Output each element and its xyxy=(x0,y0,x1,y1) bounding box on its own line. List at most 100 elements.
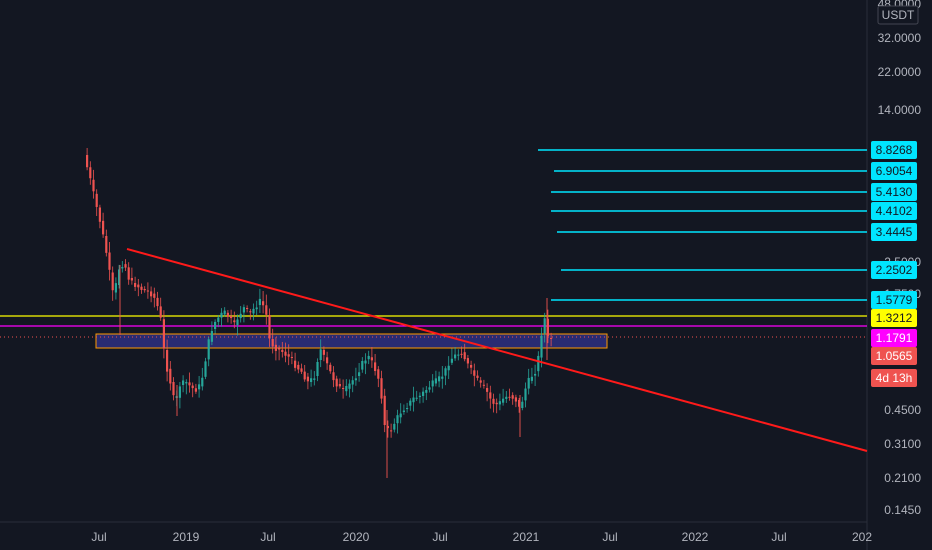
candle[interactable] xyxy=(402,404,405,415)
candle[interactable] xyxy=(220,308,223,327)
candle[interactable] xyxy=(348,379,351,398)
candle[interactable] xyxy=(412,386,415,412)
candle[interactable] xyxy=(345,379,348,396)
candle[interactable] xyxy=(495,398,498,414)
candle[interactable] xyxy=(105,229,108,257)
candle[interactable] xyxy=(146,282,149,299)
candle[interactable] xyxy=(281,341,284,358)
candle[interactable] xyxy=(530,367,533,384)
candle[interactable] xyxy=(338,378,341,389)
candle[interactable] xyxy=(178,382,181,409)
candle[interactable] xyxy=(351,376,354,393)
candle[interactable] xyxy=(255,300,258,315)
candle[interactable] xyxy=(108,242,111,281)
candle[interactable] xyxy=(223,307,226,317)
candle[interactable] xyxy=(156,291,159,311)
candle[interactable] xyxy=(364,353,367,375)
candle[interactable] xyxy=(262,291,265,314)
candle[interactable] xyxy=(217,314,220,328)
candle[interactable] xyxy=(511,392,514,405)
candle[interactable] xyxy=(438,371,441,388)
candle[interactable] xyxy=(460,346,463,359)
candle[interactable] xyxy=(329,362,332,374)
candle[interactable] xyxy=(150,286,153,303)
candle[interactable] xyxy=(162,310,165,359)
candle[interactable] xyxy=(367,350,370,365)
candle[interactable] xyxy=(518,397,521,413)
price-badge[interactable]: 1.3212 xyxy=(871,309,917,327)
candle[interactable] xyxy=(268,308,271,347)
candle[interactable] xyxy=(194,383,197,394)
candle[interactable] xyxy=(342,379,345,399)
candle[interactable] xyxy=(393,418,396,433)
candle[interactable] xyxy=(207,337,210,367)
candle[interactable] xyxy=(143,286,146,293)
candle[interactable] xyxy=(102,212,105,238)
candle[interactable] xyxy=(294,352,297,372)
candle[interactable] xyxy=(457,349,460,361)
price-badge[interactable]: 1.1791 xyxy=(871,329,917,347)
candle[interactable] xyxy=(284,342,287,363)
candle[interactable] xyxy=(473,363,476,387)
candle[interactable] xyxy=(124,259,127,271)
candle[interactable] xyxy=(390,423,393,438)
candle[interactable] xyxy=(396,409,399,434)
candle[interactable] xyxy=(489,385,492,409)
candle[interactable] xyxy=(127,262,130,285)
candle[interactable] xyxy=(92,169,95,199)
trendline[interactable] xyxy=(126,248,868,452)
candle[interactable] xyxy=(204,357,207,380)
candle[interactable] xyxy=(450,348,453,365)
candle[interactable] xyxy=(358,363,361,382)
candle[interactable] xyxy=(242,304,245,323)
price-badge[interactable]: 1.5779 xyxy=(871,291,917,309)
candle[interactable] xyxy=(166,339,169,382)
candle[interactable] xyxy=(498,393,501,411)
candle[interactable] xyxy=(265,294,268,325)
candle[interactable] xyxy=(434,370,437,387)
candle[interactable] xyxy=(550,332,553,347)
candle[interactable] xyxy=(287,344,290,366)
candle[interactable] xyxy=(191,382,194,398)
price-badge[interactable]: 4.4102 xyxy=(871,202,917,220)
candle[interactable] xyxy=(479,377,482,388)
candle[interactable] xyxy=(332,366,335,388)
candle[interactable] xyxy=(252,303,255,321)
candle[interactable] xyxy=(182,375,185,393)
candle[interactable] xyxy=(271,328,274,354)
candle[interactable] xyxy=(399,403,402,424)
candle[interactable] xyxy=(214,319,217,334)
candle[interactable] xyxy=(508,388,511,401)
price-badge[interactable]: 1.0565 xyxy=(871,347,917,365)
candle[interactable] xyxy=(236,314,239,336)
candle[interactable] xyxy=(377,366,380,388)
candle[interactable] xyxy=(406,402,409,413)
candle[interactable] xyxy=(418,392,421,404)
support-zone-box[interactable] xyxy=(95,333,608,349)
candle[interactable] xyxy=(470,360,473,375)
candle[interactable] xyxy=(130,267,133,285)
candle[interactable] xyxy=(428,380,431,393)
candle[interactable] xyxy=(454,346,457,361)
candle[interactable] xyxy=(274,337,277,361)
candle[interactable] xyxy=(226,310,229,323)
candle[interactable] xyxy=(463,343,466,362)
candle[interactable] xyxy=(534,364,537,386)
candle[interactable] xyxy=(447,356,450,380)
candle[interactable] xyxy=(137,278,140,297)
candle[interactable] xyxy=(313,371,316,386)
candle[interactable] xyxy=(316,358,319,382)
candle[interactable] xyxy=(482,379,485,389)
candle[interactable] xyxy=(492,393,495,413)
candle[interactable] xyxy=(335,375,338,393)
candle[interactable] xyxy=(188,372,191,393)
price-badge[interactable]: 2.2502 xyxy=(871,261,917,279)
candle[interactable] xyxy=(374,354,377,376)
candle[interactable] xyxy=(159,297,162,321)
candle[interactable] xyxy=(246,305,249,313)
candle[interactable] xyxy=(543,312,546,343)
candle[interactable] xyxy=(249,308,252,320)
candle[interactable] xyxy=(98,204,101,229)
candle[interactable] xyxy=(521,396,524,411)
